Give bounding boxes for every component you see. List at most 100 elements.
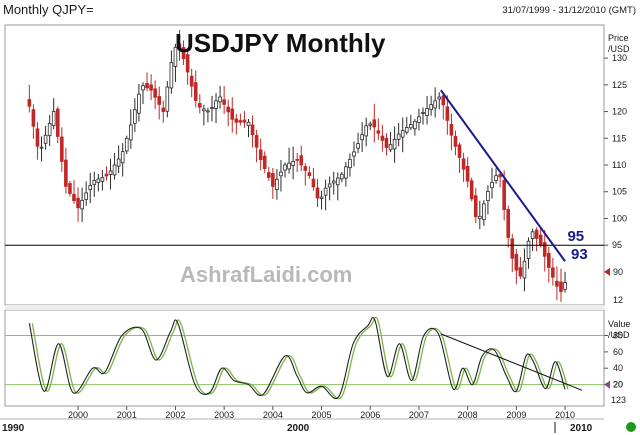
candle-body xyxy=(482,203,486,220)
candle-body xyxy=(404,127,409,133)
candle-body xyxy=(104,173,109,177)
price-tick-label: 125 xyxy=(612,80,627,90)
candle-body xyxy=(559,281,563,292)
indicator-axis-label: Value xyxy=(608,319,630,329)
footer-left-label: 1990 xyxy=(2,423,25,434)
current-price-label: 90 xyxy=(613,267,623,277)
candle-body xyxy=(133,109,137,124)
candle-body xyxy=(555,280,559,287)
year-tick-label: 2010 xyxy=(555,410,575,420)
candle-body xyxy=(323,187,328,196)
candle-body xyxy=(295,158,299,161)
candle-body xyxy=(400,130,405,138)
candle-body xyxy=(145,82,149,89)
candle-body xyxy=(486,190,490,202)
candle-body xyxy=(514,253,519,271)
indicator-trendline xyxy=(440,333,583,391)
candle-body xyxy=(76,197,80,209)
candle-body xyxy=(425,108,429,116)
time-axis: 2000 2001 2002 2003 2004 2005 2006 2007 2008 2009… xyxy=(68,406,575,420)
candle-body xyxy=(465,165,470,182)
candle-body xyxy=(344,166,348,179)
candle-body xyxy=(43,134,48,144)
year-tick-label: 2007 xyxy=(409,410,429,420)
year-tick-label: 2000 xyxy=(68,410,88,420)
candle-body xyxy=(364,125,368,137)
indicator-tick-label: 20 xyxy=(613,380,623,390)
candle-body xyxy=(100,177,105,182)
indicator-tick-label: 40 xyxy=(613,363,623,373)
level-95-label: 95 xyxy=(567,228,584,245)
candle-body xyxy=(68,183,72,194)
candle-body xyxy=(530,231,535,239)
chart-title: USDJPY Monthly xyxy=(175,28,386,58)
indicator-partial-tick: 123 xyxy=(611,395,626,405)
year-tick-label: 2002 xyxy=(165,410,185,420)
year-tick-label: 2009 xyxy=(506,410,526,420)
candle-body xyxy=(84,192,88,200)
candle-body xyxy=(246,121,251,126)
candle-body xyxy=(348,158,352,169)
candle-body xyxy=(388,144,393,151)
candle-body xyxy=(51,111,56,126)
candle-body xyxy=(538,234,543,246)
candle-body xyxy=(242,119,247,123)
candle-body xyxy=(181,47,186,60)
candle-body xyxy=(356,143,360,149)
candle-body xyxy=(457,144,462,158)
candle-body xyxy=(352,151,356,157)
candle-body xyxy=(177,43,182,48)
candle-body xyxy=(303,166,308,171)
candle-body xyxy=(250,124,255,136)
candle-body xyxy=(149,84,153,91)
candle-body xyxy=(441,95,446,106)
candle-body xyxy=(433,100,437,109)
candle-body xyxy=(526,240,531,259)
year-tick-label: 2008 xyxy=(458,410,478,420)
candle-body xyxy=(206,110,210,113)
price-tick-label: 100 xyxy=(612,213,627,223)
candle-body xyxy=(437,96,442,100)
candle-body xyxy=(360,134,364,141)
candle-body xyxy=(421,112,425,114)
candle-body xyxy=(258,149,263,161)
candlestick-series xyxy=(27,30,567,302)
candle-body xyxy=(47,123,52,137)
candle-body xyxy=(283,164,287,171)
axis-separator xyxy=(5,305,604,310)
candle-body xyxy=(35,128,40,147)
candle-body xyxy=(315,187,320,199)
candle-body xyxy=(185,54,190,73)
candle-body xyxy=(210,107,214,109)
candle-body xyxy=(55,108,60,137)
candle-body xyxy=(409,124,413,129)
candle-body xyxy=(108,170,113,175)
candle-body xyxy=(262,155,267,169)
price-trendline xyxy=(440,89,566,262)
candle-body xyxy=(384,137,389,148)
candle-body xyxy=(368,123,373,126)
candle-body xyxy=(506,209,511,238)
year-tick-label: 2005 xyxy=(312,410,332,420)
candle-body xyxy=(161,107,166,112)
candle-body xyxy=(311,178,316,188)
price-axis-label: Price xyxy=(608,33,629,43)
candle-body xyxy=(230,108,235,120)
price-axis: 95 100 105 110 115 120 125 130 xyxy=(604,53,627,250)
current-price-marker: 90 xyxy=(604,267,623,277)
candle-body xyxy=(563,282,567,290)
footer-center-label: 2000 xyxy=(287,423,310,434)
candle-body xyxy=(291,161,295,166)
price-tick-label: 110 xyxy=(612,160,626,170)
price-panel xyxy=(4,24,605,306)
candle-body xyxy=(307,172,312,177)
candle-body xyxy=(478,215,482,220)
indicator-axis-unit: /USD xyxy=(608,330,630,340)
price-tick-label: 120 xyxy=(612,107,627,117)
candle-body xyxy=(157,96,162,105)
stochastic-slow-line xyxy=(31,316,569,400)
candle-body xyxy=(494,175,498,182)
candle-body xyxy=(80,199,84,210)
candle-body xyxy=(27,99,32,107)
